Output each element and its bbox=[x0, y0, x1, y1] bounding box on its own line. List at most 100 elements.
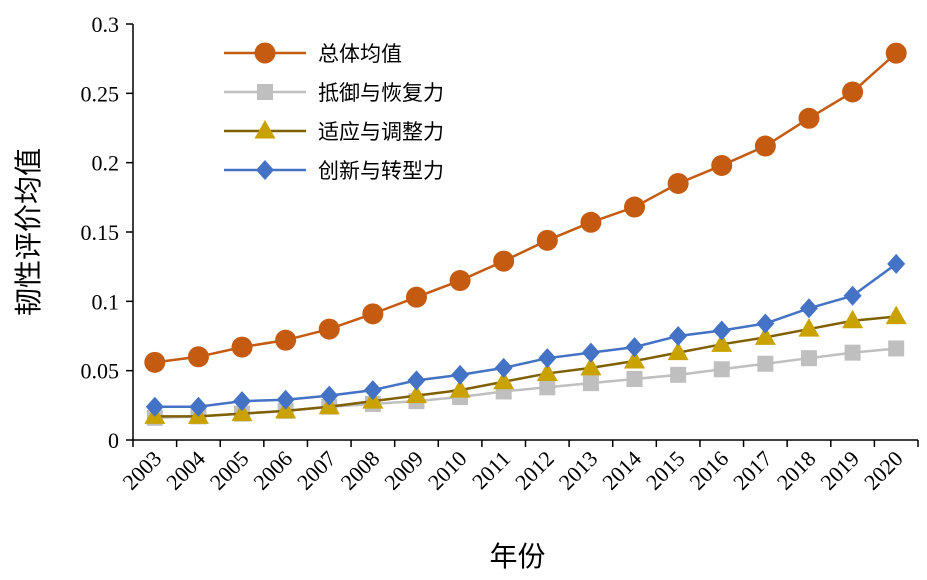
data-point bbox=[407, 370, 426, 391]
x-tick-label: 2020 bbox=[859, 446, 908, 495]
data-point bbox=[231, 402, 253, 422]
data-point bbox=[888, 340, 905, 357]
legend-entry: 适应与调整力 bbox=[224, 120, 444, 144]
data-point bbox=[712, 320, 731, 341]
series-line bbox=[154, 347, 897, 420]
data-point bbox=[756, 313, 775, 334]
data-point bbox=[405, 384, 427, 404]
data-point bbox=[494, 357, 513, 378]
data-point bbox=[843, 285, 862, 306]
plot-area: 00.050.10.150.20.250.3200320042005200620… bbox=[81, 12, 919, 495]
data-point bbox=[842, 81, 864, 103]
series-0 bbox=[144, 42, 907, 373]
x-tick-label: 2013 bbox=[554, 446, 603, 495]
data-point bbox=[798, 318, 820, 337]
data-point bbox=[842, 309, 864, 329]
data-point bbox=[189, 396, 208, 417]
data-point bbox=[626, 370, 643, 387]
x-tick-label: 2018 bbox=[772, 446, 821, 495]
data-point bbox=[624, 349, 646, 369]
x-tick-label: 2011 bbox=[467, 446, 515, 494]
data-point bbox=[536, 362, 558, 381]
legend-marker bbox=[256, 160, 274, 180]
data-point bbox=[885, 305, 907, 325]
data-point bbox=[187, 346, 209, 368]
x-tick-label: 2005 bbox=[205, 446, 254, 495]
legend-label: 抵御与恢复力 bbox=[318, 81, 444, 105]
data-point bbox=[713, 361, 730, 378]
data-point bbox=[754, 135, 776, 157]
data-point bbox=[844, 344, 861, 361]
x-tick-label: 2016 bbox=[684, 446, 733, 495]
y-tick-label: 0.05 bbox=[81, 359, 120, 384]
x-tick-label: 2004 bbox=[161, 446, 210, 495]
data-point bbox=[362, 303, 384, 325]
data-point bbox=[757, 355, 774, 372]
data-point bbox=[276, 389, 295, 410]
series-2 bbox=[144, 305, 907, 424]
data-point bbox=[800, 350, 817, 367]
y-tick-label: 0.25 bbox=[81, 81, 120, 106]
x-tick-label: 2015 bbox=[641, 446, 690, 495]
data-point bbox=[363, 380, 382, 401]
series-line bbox=[154, 262, 897, 408]
data-point bbox=[231, 336, 253, 358]
data-point bbox=[798, 107, 820, 129]
series-line bbox=[154, 315, 897, 418]
data-point bbox=[580, 211, 602, 233]
data-point bbox=[667, 172, 689, 194]
data-point bbox=[493, 370, 515, 390]
data-point bbox=[625, 337, 644, 358]
data-point bbox=[145, 396, 164, 417]
data-point bbox=[754, 326, 776, 345]
y-tick-label: 0.2 bbox=[92, 151, 120, 176]
y-tick-label: 0 bbox=[108, 428, 119, 453]
data-point bbox=[624, 196, 646, 218]
legend-entry: 总体均值 bbox=[224, 42, 402, 66]
data-point bbox=[449, 270, 471, 292]
data-point bbox=[405, 286, 427, 308]
data-point bbox=[451, 364, 470, 385]
data-point bbox=[539, 379, 556, 396]
y-tick-label: 0.1 bbox=[92, 289, 120, 314]
data-point bbox=[669, 326, 688, 346]
legend-marker bbox=[254, 120, 276, 139]
legend-entry: 创新与转型力 bbox=[224, 159, 444, 183]
data-point bbox=[320, 385, 339, 406]
series-3 bbox=[145, 253, 906, 417]
data-point bbox=[144, 351, 166, 373]
data-point bbox=[670, 366, 687, 383]
data-point bbox=[582, 375, 599, 392]
y-tick-label: 0.15 bbox=[81, 220, 120, 245]
x-tick-label: 2007 bbox=[292, 446, 341, 495]
data-point bbox=[493, 250, 515, 272]
data-point bbox=[711, 154, 733, 176]
y-tick-label: 0.3 bbox=[92, 12, 120, 37]
data-point bbox=[667, 341, 689, 361]
data-point bbox=[799, 298, 818, 319]
data-point bbox=[538, 348, 557, 369]
x-tick-label: 2010 bbox=[423, 446, 472, 495]
legend-marker bbox=[254, 42, 276, 64]
data-point bbox=[318, 318, 340, 340]
data-point bbox=[449, 379, 471, 398]
data-point bbox=[885, 42, 907, 64]
legend-marker bbox=[257, 84, 273, 100]
x-tick-label: 2003 bbox=[118, 446, 167, 495]
data-point bbox=[580, 356, 602, 376]
data-point bbox=[887, 253, 906, 274]
x-tick-label: 2006 bbox=[248, 446, 297, 495]
x-tick-label: 2019 bbox=[815, 446, 864, 495]
x-axis-title: 年份 bbox=[489, 540, 545, 573]
legend-entry: 抵御与恢复力 bbox=[224, 81, 444, 105]
data-point bbox=[536, 229, 558, 251]
legend-label: 适应与调整力 bbox=[318, 120, 444, 144]
legend-label: 总体均值 bbox=[318, 42, 402, 66]
x-tick-label: 2009 bbox=[379, 446, 428, 495]
x-tick-label: 2014 bbox=[597, 446, 646, 495]
data-point bbox=[275, 329, 297, 351]
data-point bbox=[711, 333, 733, 352]
data-point bbox=[581, 342, 600, 363]
